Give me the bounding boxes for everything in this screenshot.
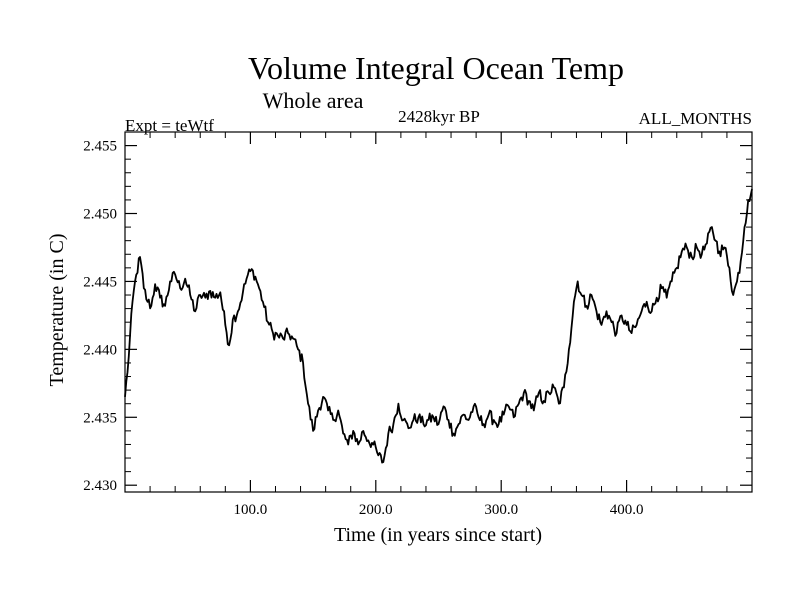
plot-frame xyxy=(124,131,753,493)
x-axis-label: Time (in years since start) xyxy=(334,524,542,546)
x-tick-label: 100.0 xyxy=(234,502,268,518)
months-label: ALL_MONTHS xyxy=(639,109,752,128)
x-tick-label: 400.0 xyxy=(610,502,644,518)
series-line xyxy=(124,188,753,464)
y-tick-label: 2.445 xyxy=(83,274,117,290)
experiment-label: Expt = teWtf xyxy=(125,116,214,135)
y-tick-label: 2.430 xyxy=(83,478,117,494)
y-tick-label: 2.440 xyxy=(83,342,117,358)
chart-title: Volume Integral Ocean Temp xyxy=(248,50,624,86)
y-axis-label: Temperature (in C) xyxy=(46,234,68,387)
x-tick-label: 200.0 xyxy=(359,502,393,518)
plot-area: 100.0 200.0 300.0 400.0 2.430 2.435 2.440 2.445… xyxy=(83,131,753,518)
y-tick-label: 2.455 xyxy=(83,139,117,155)
y-tick-label: 2.450 xyxy=(83,207,117,223)
x-tick-label: 300.0 xyxy=(484,502,518,518)
y-tick-label: 2.435 xyxy=(83,410,117,426)
period-label: 2428kyr BP xyxy=(398,107,480,126)
chart-subtitle: Whole area xyxy=(263,88,364,113)
